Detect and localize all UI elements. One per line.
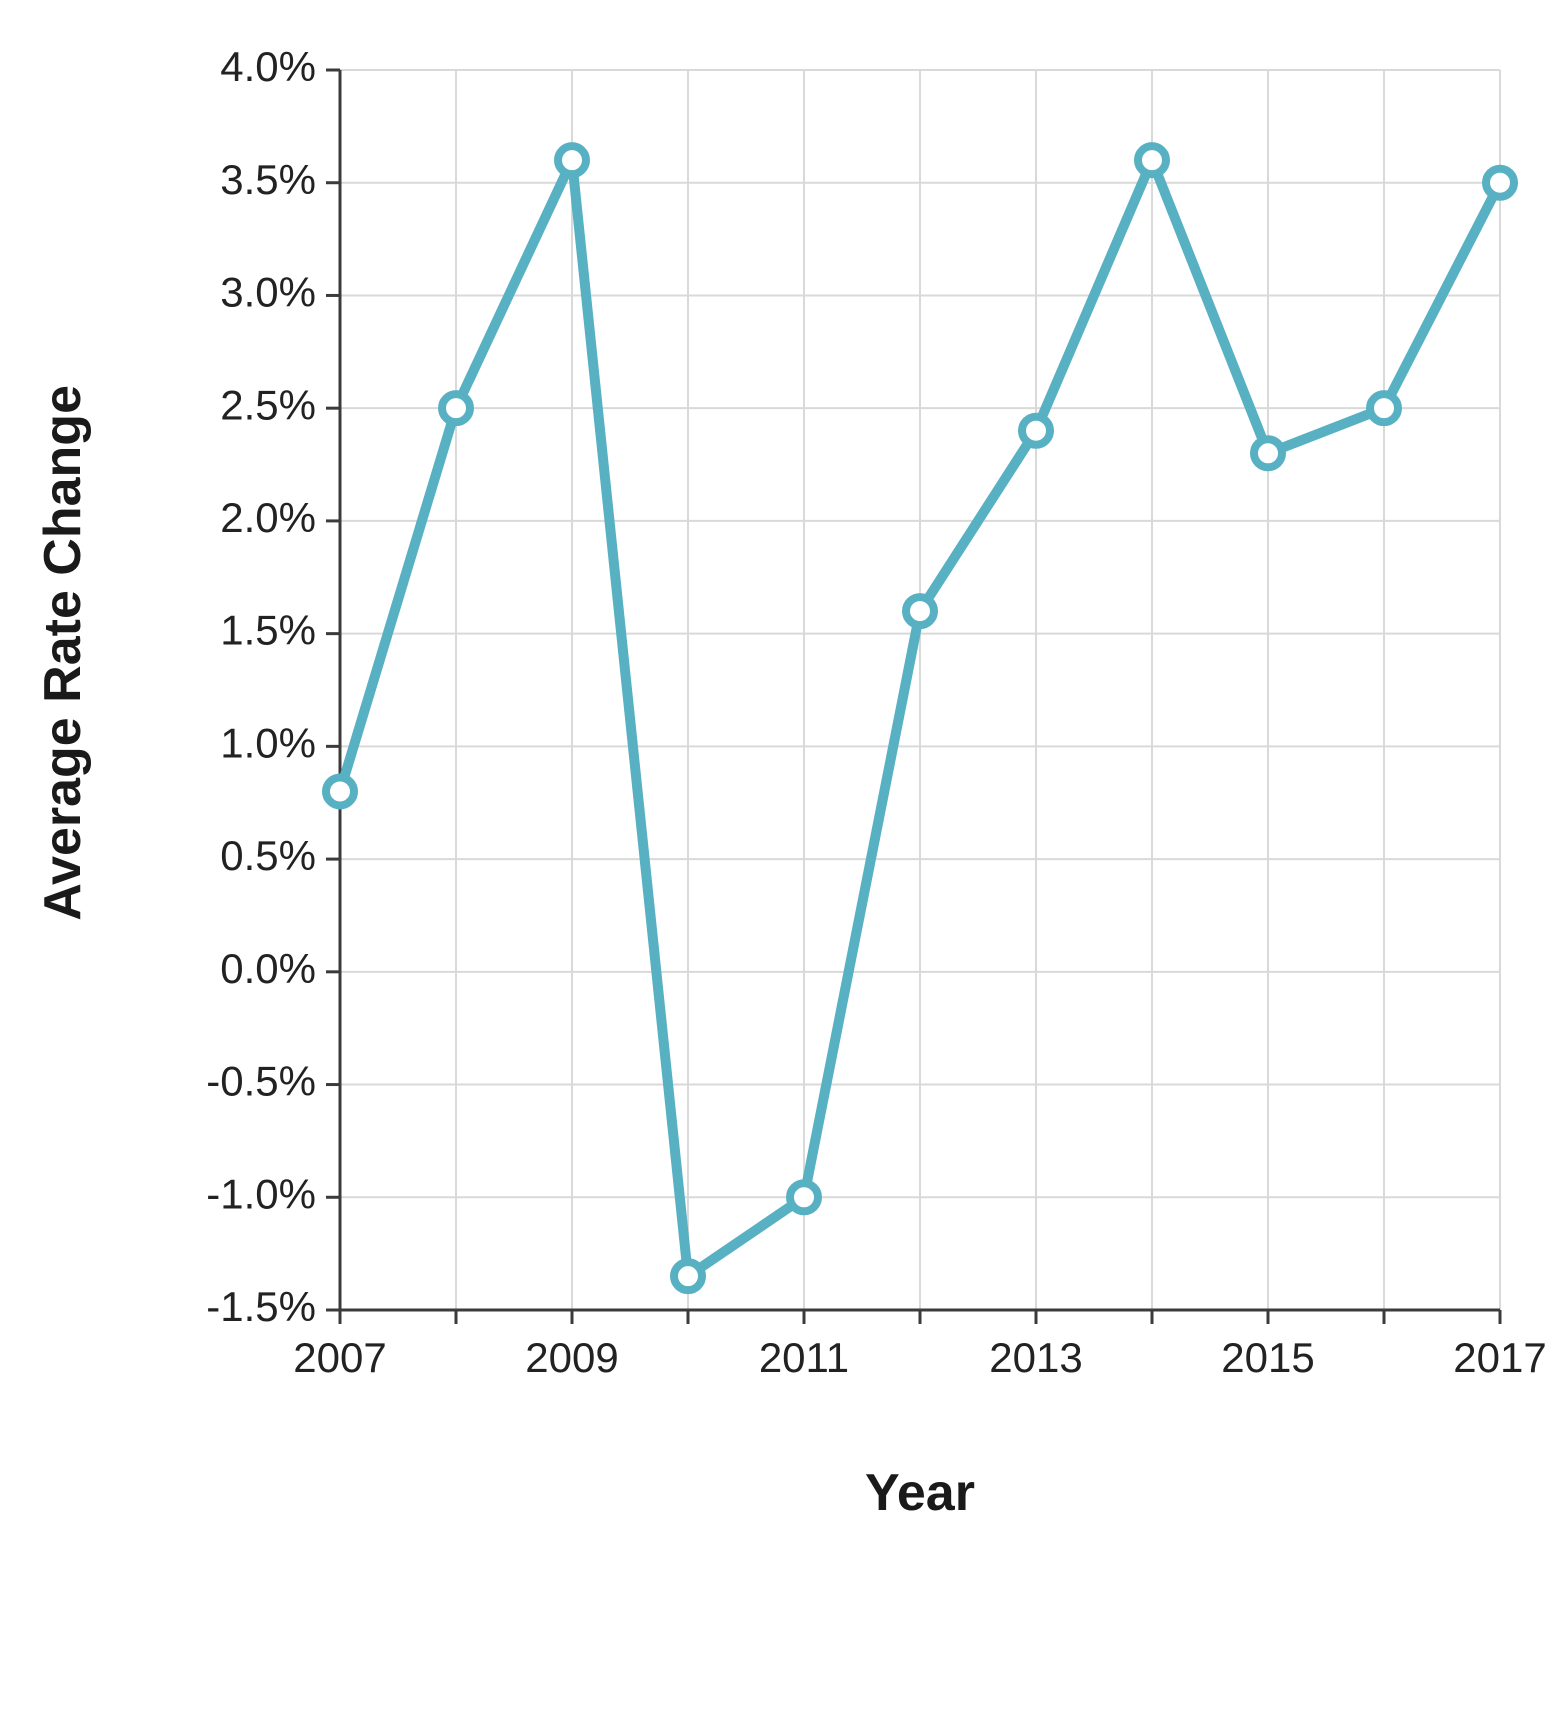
data-point [326, 777, 354, 805]
data-point [906, 597, 934, 625]
data-point [1138, 146, 1166, 174]
data-point [1370, 394, 1398, 422]
x-tick-label: 2013 [989, 1334, 1082, 1381]
chart-container: -1.5% -1.0% -0.5% 0.0% 0.5% 1.0% 1.5% 2.0% 2.5% 3… [0, 0, 1563, 1736]
data-point [558, 146, 586, 174]
data-point [790, 1183, 818, 1211]
y-tick-label: -0.5% [206, 1058, 316, 1105]
data-point [1254, 439, 1282, 467]
y-axis-label-svg: Average Rate Change [34, 385, 92, 921]
x-tick-label: 2009 [525, 1334, 618, 1381]
y-tick-label: 1.5% [220, 607, 316, 654]
x-tick-label: 2015 [1221, 1334, 1314, 1381]
y-tick-label: 4.0% [220, 43, 316, 90]
y-tick-label: -1.0% [206, 1170, 316, 1217]
y-tick-label: -1.5% [206, 1283, 316, 1330]
y-tick-label: 2.5% [220, 381, 316, 428]
data-point [442, 394, 470, 422]
x-tick-label: 2007 [293, 1334, 386, 1381]
y-tick-label: 0.5% [220, 832, 316, 879]
data-point [674, 1262, 702, 1290]
x-axis-label-svg: Year [865, 1464, 975, 1522]
y-tick-label: 2.0% [220, 494, 316, 541]
y-tick-label: 1.0% [220, 719, 316, 766]
y-tick-label: 3.5% [220, 156, 316, 203]
x-tick-label: 2011 [759, 1334, 849, 1381]
y-tick-label: 0.0% [220, 945, 316, 992]
line-chart: -1.5% -1.0% -0.5% 0.0% 0.5% 1.0% 1.5% 2.0% 2.5% 3… [0, 0, 1563, 1736]
data-point [1486, 169, 1514, 197]
data-point [1022, 417, 1050, 445]
x-tick-label: 2017 [1453, 1334, 1546, 1381]
y-tick-label: 3.0% [220, 269, 316, 316]
